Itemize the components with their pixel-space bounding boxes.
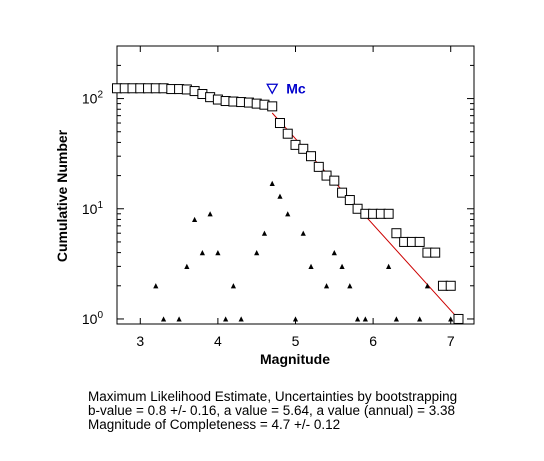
x-tick-label: 5 <box>292 333 300 349</box>
mc-marker <box>266 83 279 95</box>
y-axis-title: Cumulative Number <box>54 129 70 263</box>
mc-marker-group: Mc <box>266 80 306 96</box>
triangle-point <box>308 263 314 269</box>
triangle-point <box>292 316 299 322</box>
square-point <box>274 118 285 129</box>
x-tick-label: 6 <box>369 333 377 349</box>
triangle-point <box>300 230 306 236</box>
axis-ticks <box>117 45 474 324</box>
triangle-point <box>215 250 221 256</box>
triangle-point <box>354 316 361 322</box>
triangle-point <box>269 180 275 186</box>
mc-label: Mc <box>286 80 306 96</box>
square-point <box>344 195 355 206</box>
square-point <box>306 151 317 162</box>
triangle-point <box>417 316 423 322</box>
x-tick-label: 7 <box>447 333 455 349</box>
triangle-point <box>386 263 392 269</box>
triangle-point <box>277 193 283 199</box>
square-point <box>352 203 363 214</box>
triangle-point <box>238 316 244 322</box>
triangle-point <box>285 211 291 217</box>
caption-line-2: b-value = 0.8 +/- 0.16, a value = 5.64, … <box>88 403 456 418</box>
triangle-point <box>362 316 368 322</box>
x-tick-labels: 3 4 5 6 7 <box>136 333 454 349</box>
x-axis-title: Magnitude <box>260 351 330 367</box>
square-point <box>282 128 293 139</box>
triangle-point <box>331 250 337 256</box>
square-point <box>321 170 332 181</box>
triangle-point <box>393 316 399 322</box>
x-tick-label: 3 <box>136 333 144 349</box>
square-point <box>298 143 309 154</box>
y-tick-label: 100 <box>82 310 104 327</box>
square-point <box>329 175 340 186</box>
square-point <box>337 187 348 198</box>
caption-line-1: Maximum Likelihood Estimate, Uncertainti… <box>88 389 458 404</box>
triangle-point <box>339 263 345 269</box>
triangle-point <box>160 316 167 322</box>
triangle-point <box>424 283 431 289</box>
square-point <box>313 161 324 172</box>
triangle-point <box>184 263 190 269</box>
y-tick-labels: 100 101 102 <box>82 90 104 327</box>
triangle-point <box>261 230 268 236</box>
triangle-point <box>207 211 213 217</box>
square-point <box>414 236 425 247</box>
caption-line-3: Magnitude of Completeness = 4.7 +/- 0.12 <box>88 417 341 432</box>
triangle-point <box>323 283 330 289</box>
square-point <box>267 101 278 112</box>
triangle-point <box>176 316 182 322</box>
triangle-point <box>230 283 237 289</box>
y-tick-label: 101 <box>82 200 104 217</box>
triangle-point <box>199 250 205 256</box>
triangle-point <box>448 316 454 322</box>
triangle-point <box>347 283 353 289</box>
square-point <box>445 280 456 291</box>
triangle-point <box>254 250 260 256</box>
cumulative-series <box>112 83 464 324</box>
square-point <box>453 313 464 324</box>
triangle-point <box>223 316 229 322</box>
square-point <box>430 247 441 258</box>
square-point <box>391 228 402 239</box>
triangle-point <box>153 283 159 289</box>
triangle-point <box>192 216 198 223</box>
x-tick-label: 4 <box>214 333 222 349</box>
y-tick-label: 102 <box>82 90 104 107</box>
square-point <box>383 208 394 219</box>
noncumulative-series <box>153 180 462 322</box>
